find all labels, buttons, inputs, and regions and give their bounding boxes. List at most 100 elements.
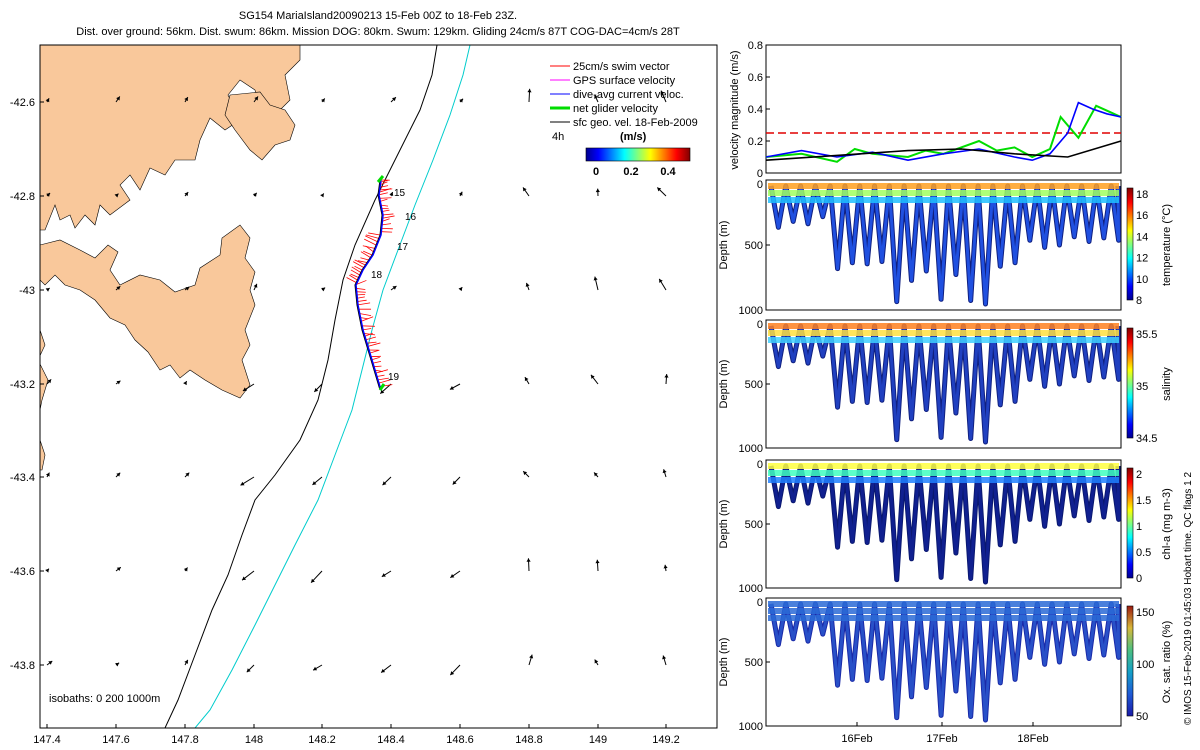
colorbar-label: salinity xyxy=(1161,367,1173,401)
depth-ylabel: Depth (m) xyxy=(718,500,730,549)
velocity-vector-head xyxy=(458,287,463,292)
colorbar-tick-label: 1.5 xyxy=(1136,495,1151,507)
isobath-1000 xyxy=(194,45,471,728)
map-x-tick-label: 148.6 xyxy=(446,734,474,746)
map-panel: 15 16 17 18 19 25cm/s swim vector GPS su… xyxy=(10,44,718,746)
map-legend: 25cm/s swim vector GPS surface velocity … xyxy=(550,61,698,178)
legend-gps-velocity: GPS surface velocity xyxy=(573,75,676,87)
map-y-tick-label: -42.8 xyxy=(10,191,35,203)
velocity-vector-head xyxy=(314,387,319,392)
velocity-vector-head xyxy=(184,192,189,197)
surface-band xyxy=(768,323,1119,329)
swim-vector xyxy=(365,234,379,239)
velocity-vector-head xyxy=(526,558,531,562)
swim-vector xyxy=(365,341,377,344)
velocity-vector-head xyxy=(389,192,394,197)
surface-band xyxy=(768,330,1119,336)
velocity-vector-head xyxy=(185,286,190,291)
colorbar-tick-label: 35.5 xyxy=(1136,329,1157,341)
surface-band xyxy=(768,601,1119,607)
depth-tick-label: 1000 xyxy=(739,443,763,455)
velocity-y-tick-label: 0.8 xyxy=(748,40,763,52)
map-x-tick-label: 149 xyxy=(589,734,607,746)
velocity-vector-head xyxy=(253,283,258,288)
velocity-vector-head xyxy=(320,193,324,198)
section-panel-1: 500 1000 0 Depth (m) 8 10 12 14 16 18 temperature … xyxy=(718,179,1173,317)
section-colorbar xyxy=(1126,467,1134,579)
velocity-vector-head xyxy=(242,387,247,391)
map-x-tick-label: 149.2 xyxy=(652,734,680,746)
day-marker-16: 16 xyxy=(405,212,417,223)
colorbar-tick-2: 0.4 xyxy=(660,166,676,178)
velocity-vector-head xyxy=(663,564,668,569)
velocity-vector-head xyxy=(115,662,120,667)
day-marker-18: 18 xyxy=(371,270,383,281)
velocity-vector-head xyxy=(183,567,188,572)
velocity-vector-head xyxy=(527,88,532,93)
swim-vector xyxy=(354,259,366,266)
velocity-vector-head xyxy=(45,472,50,477)
velocity-vector-head xyxy=(594,659,599,664)
swim-vector xyxy=(352,261,364,268)
velocity-series-line xyxy=(765,104,1122,163)
depth-ylabel: Depth (m) xyxy=(718,638,730,687)
swim-vector xyxy=(366,342,381,348)
surface-band xyxy=(768,337,1119,343)
map-y-tick-label: -42.6 xyxy=(10,97,35,109)
velocity-vector-head xyxy=(48,660,53,665)
velocity-vector-head xyxy=(449,386,454,390)
velocity-vector-head xyxy=(525,282,530,287)
velocity-vector-head xyxy=(594,94,598,99)
colorbar-tick-label: 35 xyxy=(1136,381,1148,393)
swim-vector xyxy=(346,277,357,283)
velocity-vector-head xyxy=(45,288,50,292)
velocity-vector-head xyxy=(382,481,387,486)
depth-tick-label: 500 xyxy=(745,240,763,252)
velocity-y-tick-label: 0.4 xyxy=(748,104,763,116)
isobath-label: isobaths: 0 200 1000m xyxy=(49,693,160,705)
legend-swim-vector: 25cm/s swim vector xyxy=(573,61,670,73)
legend-net-glider-velocity: net glider velocity xyxy=(573,103,658,115)
figure-subtitle: Dist. over ground: 56km. Dist. swum: 86k… xyxy=(76,26,680,38)
legend-sfc-geo-velocity: sfc geo. vel. 18-Feb-2009 xyxy=(573,117,698,129)
legend-dive-avg-current: dive-avg current veloc. xyxy=(573,89,684,101)
depth-tick-label: 500 xyxy=(745,379,763,391)
colorbar-tick-label: 34.5 xyxy=(1136,433,1157,445)
net-velocity-end xyxy=(378,383,386,391)
track-line xyxy=(354,179,383,391)
dive-avg-current-line xyxy=(355,179,384,391)
surface-band xyxy=(768,197,1119,203)
colorbar-tick-0: 0 xyxy=(593,166,599,178)
colorbar-label: Ox. sat. ratio (%) xyxy=(1161,621,1173,704)
swim-vector xyxy=(350,269,360,276)
velocity-series-line xyxy=(765,140,1122,161)
swim-vector xyxy=(381,215,395,219)
velocity-y-tick-label: 0.6 xyxy=(748,72,763,84)
swim-vector xyxy=(354,265,363,271)
colorbar-tick-label: 1 xyxy=(1136,521,1142,533)
depth-tick-label: 500 xyxy=(745,657,763,669)
surface-velocity-vectors xyxy=(45,88,669,676)
velocity-vector-head xyxy=(45,568,49,573)
section-panel-2: 500 1000 0 Depth (m) 34.5 35 35.5 salinity xyxy=(718,319,1173,455)
glider-track xyxy=(346,175,395,391)
colorbar-tick-label: 16 xyxy=(1136,210,1148,222)
map-x-tick-label: 147.6 xyxy=(102,734,130,746)
depth-tick-label: 0 xyxy=(757,319,763,331)
velocity-vector-head xyxy=(523,187,527,192)
map-x-tick-label: 148.8 xyxy=(515,734,543,746)
velocity-vector-head xyxy=(185,472,190,477)
velocity-vector-head xyxy=(662,655,667,660)
swim-vector xyxy=(378,197,392,199)
map-y-tick-label: -43.8 xyxy=(10,660,35,672)
velocity-vector-head xyxy=(459,98,464,103)
velocity-vector-head xyxy=(657,187,662,192)
colorbar-tick-label: 0.5 xyxy=(1136,547,1151,559)
depth-tick-label: 0 xyxy=(757,597,763,609)
swim-vector xyxy=(351,266,362,273)
swim-vector xyxy=(381,213,394,216)
colorbar-tick-label: 12 xyxy=(1136,253,1148,265)
colorbar-tick-label: 2 xyxy=(1136,469,1142,481)
swim-vector xyxy=(362,245,375,249)
